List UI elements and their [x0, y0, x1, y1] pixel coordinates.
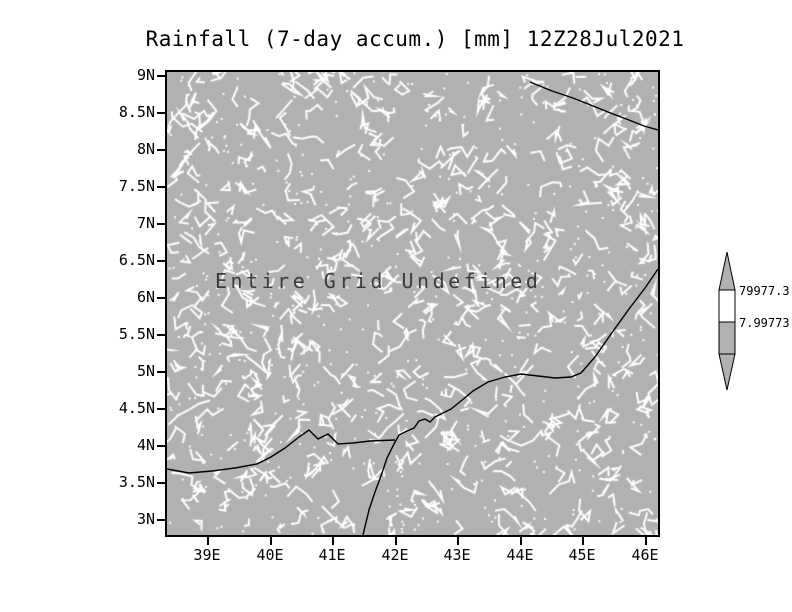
x-tick-mark [520, 537, 522, 545]
x-tick-label: 42E [381, 546, 409, 564]
y-tick-mark [157, 112, 165, 114]
y-tick-label: 7N [136, 214, 155, 232]
coastline-northeast [529, 81, 658, 131]
y-tick-mark [157, 482, 165, 484]
y-tick-label: 5.5N [118, 325, 155, 343]
y-tick-label: 5N [136, 362, 155, 380]
colorbar-label-min: 7.99773 [739, 316, 790, 330]
colorbar-label-max: 79977.3 [739, 284, 790, 298]
y-tick-mark [157, 260, 165, 262]
x-tick-mark [270, 537, 272, 545]
colorbar [718, 251, 736, 391]
x-tick-label: 45E [568, 546, 596, 564]
undefined-annotation: Entire Grid Undefined [215, 269, 542, 293]
plot-title: Rainfall (7-day accum.) [mm] 12Z28Jul202… [145, 27, 685, 51]
border-line-central [362, 268, 658, 535]
x-tick-mark [332, 537, 334, 545]
y-tick-label: 8N [136, 140, 155, 158]
x-tick-mark [457, 537, 459, 545]
y-tick-label: 6N [136, 288, 155, 306]
x-tick-label: 40E [256, 546, 284, 564]
y-tick-mark [157, 519, 165, 521]
x-tick-label: 41E [318, 546, 346, 564]
plot-area: Entire Grid Undefined [165, 70, 660, 537]
y-tick-label: 9N [136, 66, 155, 84]
y-tick-mark [157, 408, 165, 410]
colorbar-arrow-down [718, 353, 736, 391]
y-tick-mark [157, 371, 165, 373]
y-tick-mark [157, 149, 165, 151]
y-tick-label: 4N [136, 436, 155, 454]
x-tick-mark [582, 537, 584, 545]
y-tick-mark [157, 75, 165, 77]
map-outlines [167, 81, 658, 535]
x-tick-label: 43E [443, 546, 471, 564]
y-tick-mark [157, 223, 165, 225]
colorbar-band-lower [718, 321, 736, 355]
y-tick-label: 8.5N [118, 103, 155, 121]
y-tick-mark [157, 445, 165, 447]
y-tick-mark [157, 186, 165, 188]
y-tick-mark [157, 334, 165, 336]
colorbar-arrow-up [718, 251, 736, 291]
x-tick-label: 44E [506, 546, 534, 564]
y-tick-mark [157, 297, 165, 299]
border-line-west [167, 429, 396, 474]
y-tick-label: 7.5N [118, 177, 155, 195]
y-tick-label: 4.5N [118, 399, 155, 417]
y-tick-label: 6.5N [118, 251, 155, 269]
x-tick-label: 39E [193, 546, 221, 564]
y-tick-label: 3.5N [118, 473, 155, 491]
y-tick-label: 3N [136, 510, 155, 528]
colorbar-band-upper [718, 289, 736, 323]
x-tick-mark [395, 537, 397, 545]
x-tick-label: 46E [631, 546, 659, 564]
x-tick-mark [207, 537, 209, 545]
x-tick-mark [645, 537, 647, 545]
undefined-grid-pattern [167, 72, 658, 535]
